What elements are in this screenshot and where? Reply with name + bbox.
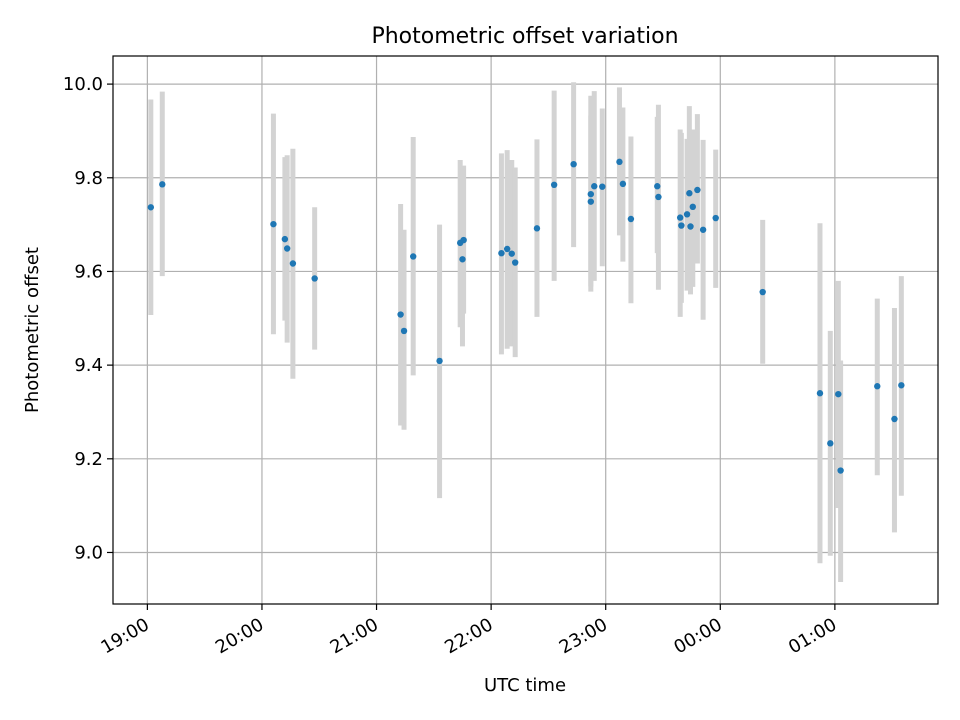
data-point xyxy=(550,181,558,189)
data-point xyxy=(619,180,627,188)
data-point xyxy=(400,327,408,335)
data-point xyxy=(712,214,719,222)
data-point xyxy=(654,183,661,190)
data-point xyxy=(616,158,623,166)
y-tick-label: 9.2 xyxy=(74,449,103,470)
data-point xyxy=(587,198,595,205)
data-point xyxy=(874,383,881,390)
data-point xyxy=(699,226,707,233)
plot-frame xyxy=(112,55,939,605)
data-point xyxy=(687,223,694,230)
data-point xyxy=(570,160,577,168)
data-point xyxy=(159,181,166,188)
data-point xyxy=(678,222,685,229)
data-point xyxy=(459,256,466,263)
data-point xyxy=(508,250,515,257)
data-point xyxy=(503,245,511,253)
data-point xyxy=(837,467,844,474)
chart-title: Photometric offset variation xyxy=(371,24,678,49)
data-point xyxy=(147,204,155,211)
data-point xyxy=(891,415,898,423)
y-axis-title: Photometric offset xyxy=(22,247,43,413)
data-point xyxy=(498,249,505,257)
data-point xyxy=(759,288,766,296)
data-point xyxy=(835,390,842,398)
data-point xyxy=(533,225,541,232)
data-point xyxy=(655,193,662,201)
data-point xyxy=(289,260,297,267)
data-point xyxy=(283,245,291,252)
data-point xyxy=(436,357,443,365)
y-tick-label: 9.8 xyxy=(74,168,103,189)
x-axis-title: UTC time xyxy=(484,675,566,696)
data-point xyxy=(627,215,635,223)
y-tick-label: 10.0 xyxy=(63,74,103,95)
data-points xyxy=(147,158,905,474)
data-point xyxy=(511,259,519,266)
data-point xyxy=(410,253,417,260)
data-point xyxy=(686,190,693,197)
y-axis-ticks: 9.0 9.2 9.4 9.6 9.8 10.0 xyxy=(63,74,113,563)
data-point xyxy=(591,183,598,190)
data-point xyxy=(311,275,318,282)
grid-lines xyxy=(113,56,938,604)
data-point xyxy=(898,382,905,389)
data-point xyxy=(587,190,595,198)
y-tick-label: 9.6 xyxy=(74,261,103,282)
data-point xyxy=(676,214,684,221)
data-point xyxy=(683,211,691,218)
data-point xyxy=(397,311,404,318)
y-tick-label: 9.0 xyxy=(74,542,103,563)
data-point xyxy=(816,390,824,397)
y-tick-label: 9.4 xyxy=(74,355,103,376)
data-point xyxy=(599,183,606,190)
data-point xyxy=(827,440,834,447)
data-point xyxy=(270,220,277,228)
data-point xyxy=(460,236,467,244)
data-point xyxy=(694,186,701,194)
data-point xyxy=(281,235,289,243)
data-point xyxy=(689,203,696,211)
